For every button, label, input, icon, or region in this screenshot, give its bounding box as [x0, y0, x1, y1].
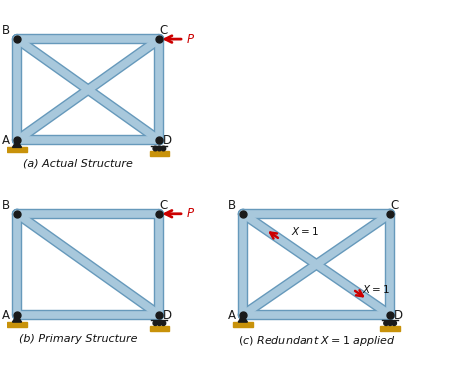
Text: B: B: [2, 199, 10, 212]
Text: (a) Actual Structure: (a) Actual Structure: [23, 158, 133, 168]
Polygon shape: [150, 151, 169, 156]
Polygon shape: [238, 315, 247, 322]
Polygon shape: [233, 322, 253, 327]
Text: C: C: [159, 199, 168, 212]
Text: (b) Primary Structure: (b) Primary Structure: [18, 334, 137, 344]
Text: P: P: [187, 207, 194, 220]
Polygon shape: [12, 140, 22, 148]
Circle shape: [153, 146, 157, 151]
Circle shape: [161, 321, 166, 325]
Text: C: C: [159, 24, 168, 37]
Text: $X = 1$: $X = 1$: [291, 225, 319, 237]
Polygon shape: [150, 326, 169, 331]
Text: $X = 1$: $X = 1$: [363, 283, 391, 295]
Text: A: A: [228, 308, 236, 322]
Text: A: A: [2, 134, 10, 147]
Text: B: B: [2, 24, 10, 37]
Circle shape: [161, 146, 166, 151]
Polygon shape: [381, 326, 400, 331]
Text: C: C: [390, 199, 398, 212]
Text: D: D: [164, 308, 173, 322]
Circle shape: [157, 146, 162, 151]
Text: A: A: [2, 308, 10, 322]
Text: P: P: [187, 33, 194, 46]
Text: B: B: [228, 199, 236, 212]
Polygon shape: [7, 148, 27, 152]
Circle shape: [388, 321, 392, 325]
Circle shape: [157, 321, 162, 325]
Circle shape: [392, 321, 396, 325]
Circle shape: [384, 321, 388, 325]
Polygon shape: [12, 315, 22, 322]
Text: D: D: [394, 308, 403, 322]
Circle shape: [153, 321, 157, 325]
Polygon shape: [7, 322, 27, 327]
Text: D: D: [164, 134, 173, 147]
Text: $(c)$ Redundant $X = 1$ applied: $(c)$ Redundant $X = 1$ applied: [237, 334, 395, 348]
